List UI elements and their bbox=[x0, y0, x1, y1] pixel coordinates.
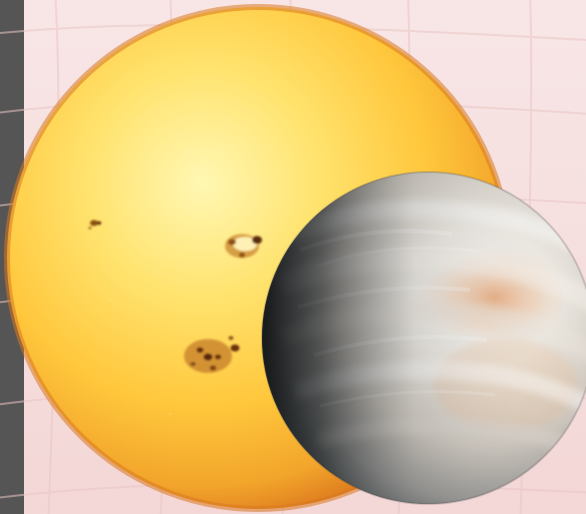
sunspot-group bbox=[184, 336, 240, 373]
sunspot-group bbox=[88, 220, 102, 230]
sunspot-group bbox=[225, 234, 262, 258]
venus bbox=[261, 171, 586, 505]
